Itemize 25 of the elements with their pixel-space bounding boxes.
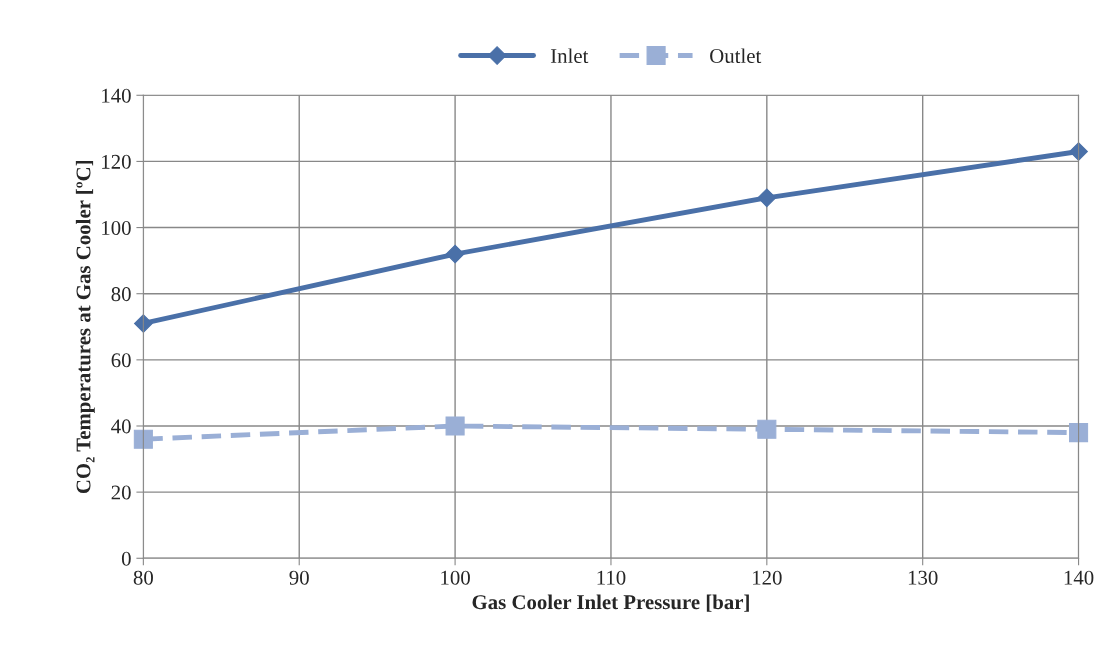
x-tick-label: 80 xyxy=(133,570,153,585)
x-tick-label: 120 xyxy=(753,570,782,585)
x-tick-label: 100 xyxy=(441,570,470,585)
x-axis-title: Gas Cooler Inlet Pressure [bar] xyxy=(472,594,749,612)
x-tick-label: 130 xyxy=(908,570,938,585)
y-tick-label: 60 xyxy=(111,353,131,368)
y-tick-label: 100 xyxy=(102,220,131,235)
point xyxy=(445,244,465,264)
point xyxy=(757,188,777,208)
x-tick-label: 110 xyxy=(597,570,626,585)
y-tick-label: 80 xyxy=(111,287,131,302)
x-tick-label: 140 xyxy=(1064,570,1094,585)
point xyxy=(445,416,465,436)
y-tick-label: 20 xyxy=(111,485,131,500)
legend-label: Inlet xyxy=(550,48,589,64)
y-tick-label: 0 xyxy=(121,551,131,566)
x-tick-label: 90 xyxy=(289,570,309,585)
point xyxy=(757,419,777,439)
y-tick-label: 40 xyxy=(111,419,131,434)
point xyxy=(133,429,153,449)
y-axis-title: CO₂ Temperatures at Gas Cooler [ºC] xyxy=(75,160,95,494)
y-tick-label: 140 xyxy=(102,88,131,103)
legend-label: Outlet xyxy=(710,48,762,64)
y-tick-label: 120 xyxy=(102,154,131,169)
point xyxy=(1069,423,1089,443)
